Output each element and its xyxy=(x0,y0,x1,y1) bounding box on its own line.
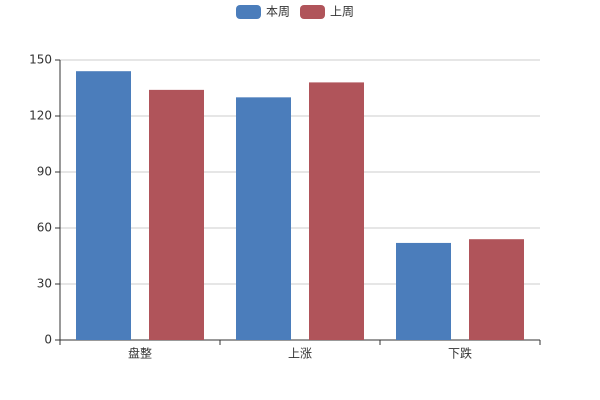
y-tick-label: 0 xyxy=(44,333,52,347)
legend-swatch[interactable] xyxy=(236,5,261,19)
bar xyxy=(469,239,524,340)
legend-label[interactable]: 上周 xyxy=(330,5,354,19)
y-tick-label: 30 xyxy=(37,277,52,291)
bar xyxy=(396,242,451,340)
bar xyxy=(149,89,204,340)
y-tick-label: 90 xyxy=(37,165,52,179)
y-tick-label: 60 xyxy=(37,221,52,235)
x-tick-label: 下跌 xyxy=(448,346,472,361)
legend-swatch[interactable] xyxy=(300,5,325,19)
bar xyxy=(236,97,291,340)
y-tick-label: 150 xyxy=(29,53,52,67)
y-tick-label: 120 xyxy=(29,109,52,123)
bar xyxy=(76,71,131,340)
x-tick-label: 盘整 xyxy=(128,346,152,361)
bar xyxy=(309,82,364,341)
x-tick-label: 上涨 xyxy=(288,346,312,361)
legend-label[interactable]: 本周 xyxy=(266,5,290,19)
